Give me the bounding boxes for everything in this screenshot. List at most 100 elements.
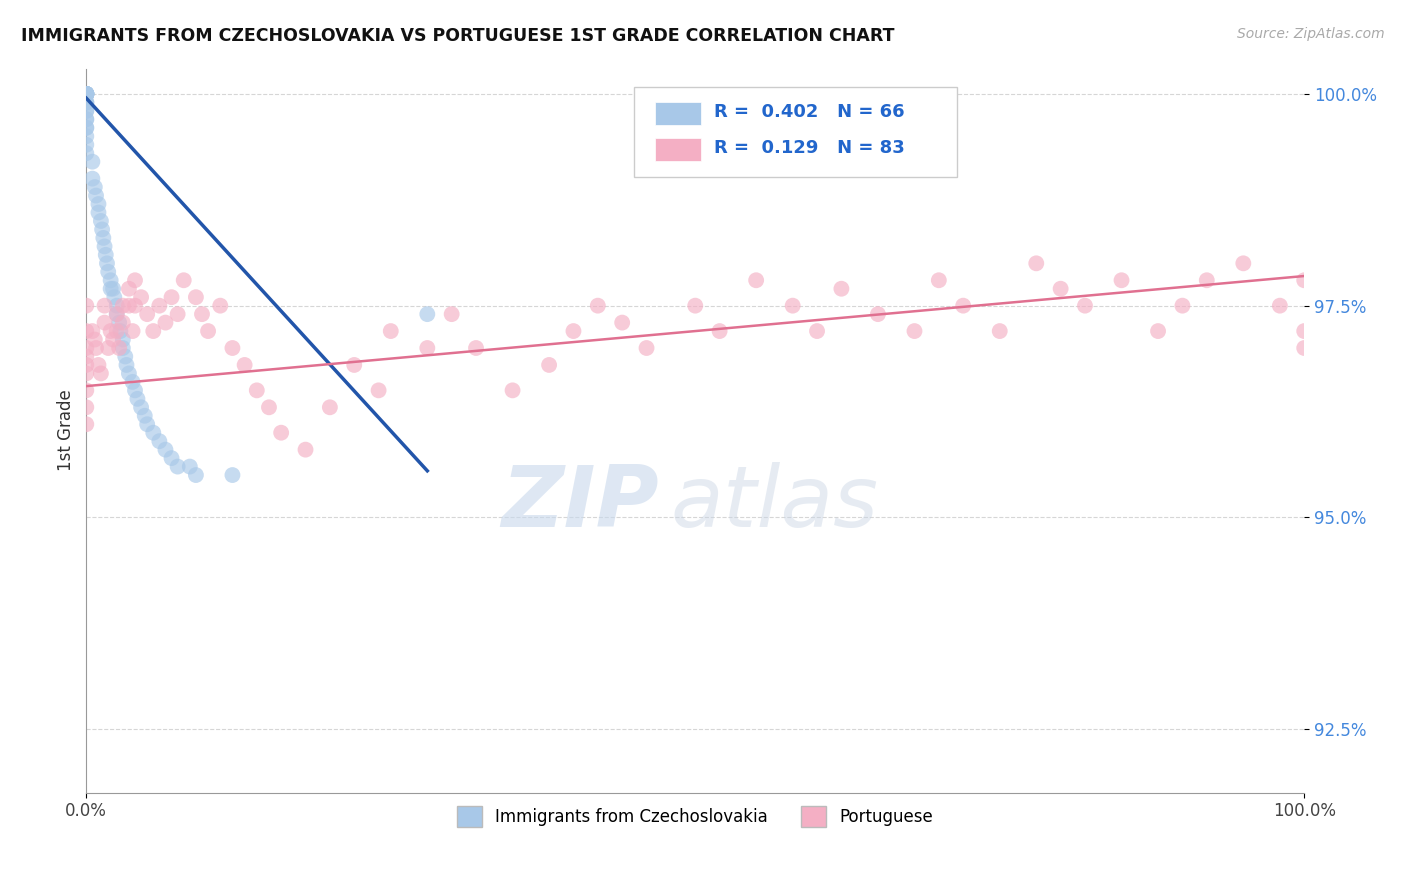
Point — [105, 307, 128, 321]
Text: ZIP: ZIP — [501, 461, 659, 544]
Point — [94, 248, 117, 262]
Bar — [655, 138, 702, 161]
Point — [111, 299, 134, 313]
Point — [1195, 273, 1218, 287]
Point — [155, 442, 177, 457]
Point — [502, 384, 524, 398]
Point — [121, 324, 143, 338]
Point — [84, 341, 107, 355]
Point — [155, 316, 177, 330]
Point — [148, 299, 170, 313]
Point — [142, 324, 165, 338]
Point — [160, 290, 183, 304]
Point — [1294, 341, 1316, 355]
Point — [75, 137, 97, 152]
Point — [97, 341, 120, 355]
Point — [75, 87, 97, 101]
Point — [75, 112, 97, 127]
Point — [75, 367, 97, 381]
Point — [1049, 282, 1071, 296]
Point — [75, 87, 97, 101]
Point — [124, 273, 146, 287]
Point — [233, 358, 256, 372]
Point — [121, 375, 143, 389]
Point — [830, 282, 852, 296]
Point — [75, 341, 97, 355]
Point — [1074, 299, 1097, 313]
Point — [118, 282, 141, 296]
Point — [416, 307, 439, 321]
Point — [75, 350, 97, 364]
Point — [108, 316, 131, 330]
Point — [683, 299, 706, 313]
Point — [87, 358, 110, 372]
Point — [75, 103, 97, 118]
Point — [93, 239, 115, 253]
Text: Source: ZipAtlas.com: Source: ZipAtlas.com — [1237, 27, 1385, 41]
Point — [562, 324, 585, 338]
Point — [83, 180, 105, 194]
Point — [1232, 256, 1254, 270]
Point — [93, 316, 115, 330]
Point — [75, 87, 97, 101]
Point — [75, 103, 97, 118]
Point — [75, 417, 97, 432]
Point — [257, 401, 280, 415]
Point — [806, 324, 828, 338]
Point — [75, 87, 97, 101]
Point — [173, 273, 195, 287]
Point — [90, 214, 112, 228]
Point — [75, 401, 97, 415]
Point — [166, 307, 188, 321]
Point — [1268, 299, 1291, 313]
Point — [101, 282, 124, 296]
Point — [952, 299, 974, 313]
Point — [416, 341, 439, 355]
Point — [191, 307, 214, 321]
Point — [1147, 324, 1170, 338]
Point — [82, 154, 104, 169]
Point — [111, 316, 134, 330]
Point — [118, 299, 141, 313]
Point — [75, 146, 97, 161]
Point — [136, 417, 159, 432]
Point — [184, 290, 207, 304]
Text: R =  0.402   N = 66: R = 0.402 N = 66 — [713, 103, 904, 121]
Point — [100, 324, 122, 338]
Point — [75, 95, 97, 110]
Point — [160, 451, 183, 466]
Point — [246, 384, 269, 398]
Text: IMMIGRANTS FROM CZECHOSLOVAKIA VS PORTUGUESE 1ST GRADE CORRELATION CHART: IMMIGRANTS FROM CZECHOSLOVAKIA VS PORTUG… — [21, 27, 894, 45]
Point — [83, 333, 105, 347]
Point — [93, 231, 115, 245]
Y-axis label: 1st Grade: 1st Grade — [58, 390, 75, 472]
Text: R =  0.129   N = 83: R = 0.129 N = 83 — [713, 139, 904, 157]
Point — [136, 307, 159, 321]
Point — [782, 299, 804, 313]
Point — [100, 282, 122, 296]
Point — [75, 87, 97, 101]
Point — [75, 87, 97, 101]
Point — [100, 273, 122, 287]
Point — [124, 299, 146, 313]
Point — [709, 324, 731, 338]
Point — [124, 384, 146, 398]
Point — [115, 358, 138, 372]
Point — [75, 87, 97, 101]
Point — [87, 197, 110, 211]
Point — [134, 409, 156, 423]
Point — [108, 341, 131, 355]
Point — [166, 459, 188, 474]
Point — [114, 350, 136, 364]
Point — [84, 188, 107, 202]
Point — [75, 87, 97, 101]
Point — [367, 384, 389, 398]
Point — [75, 112, 97, 127]
Point — [148, 434, 170, 449]
Point — [75, 358, 97, 372]
Point — [105, 324, 128, 338]
Point — [127, 392, 149, 406]
Point — [380, 324, 402, 338]
Point — [903, 324, 925, 338]
Point — [142, 425, 165, 440]
